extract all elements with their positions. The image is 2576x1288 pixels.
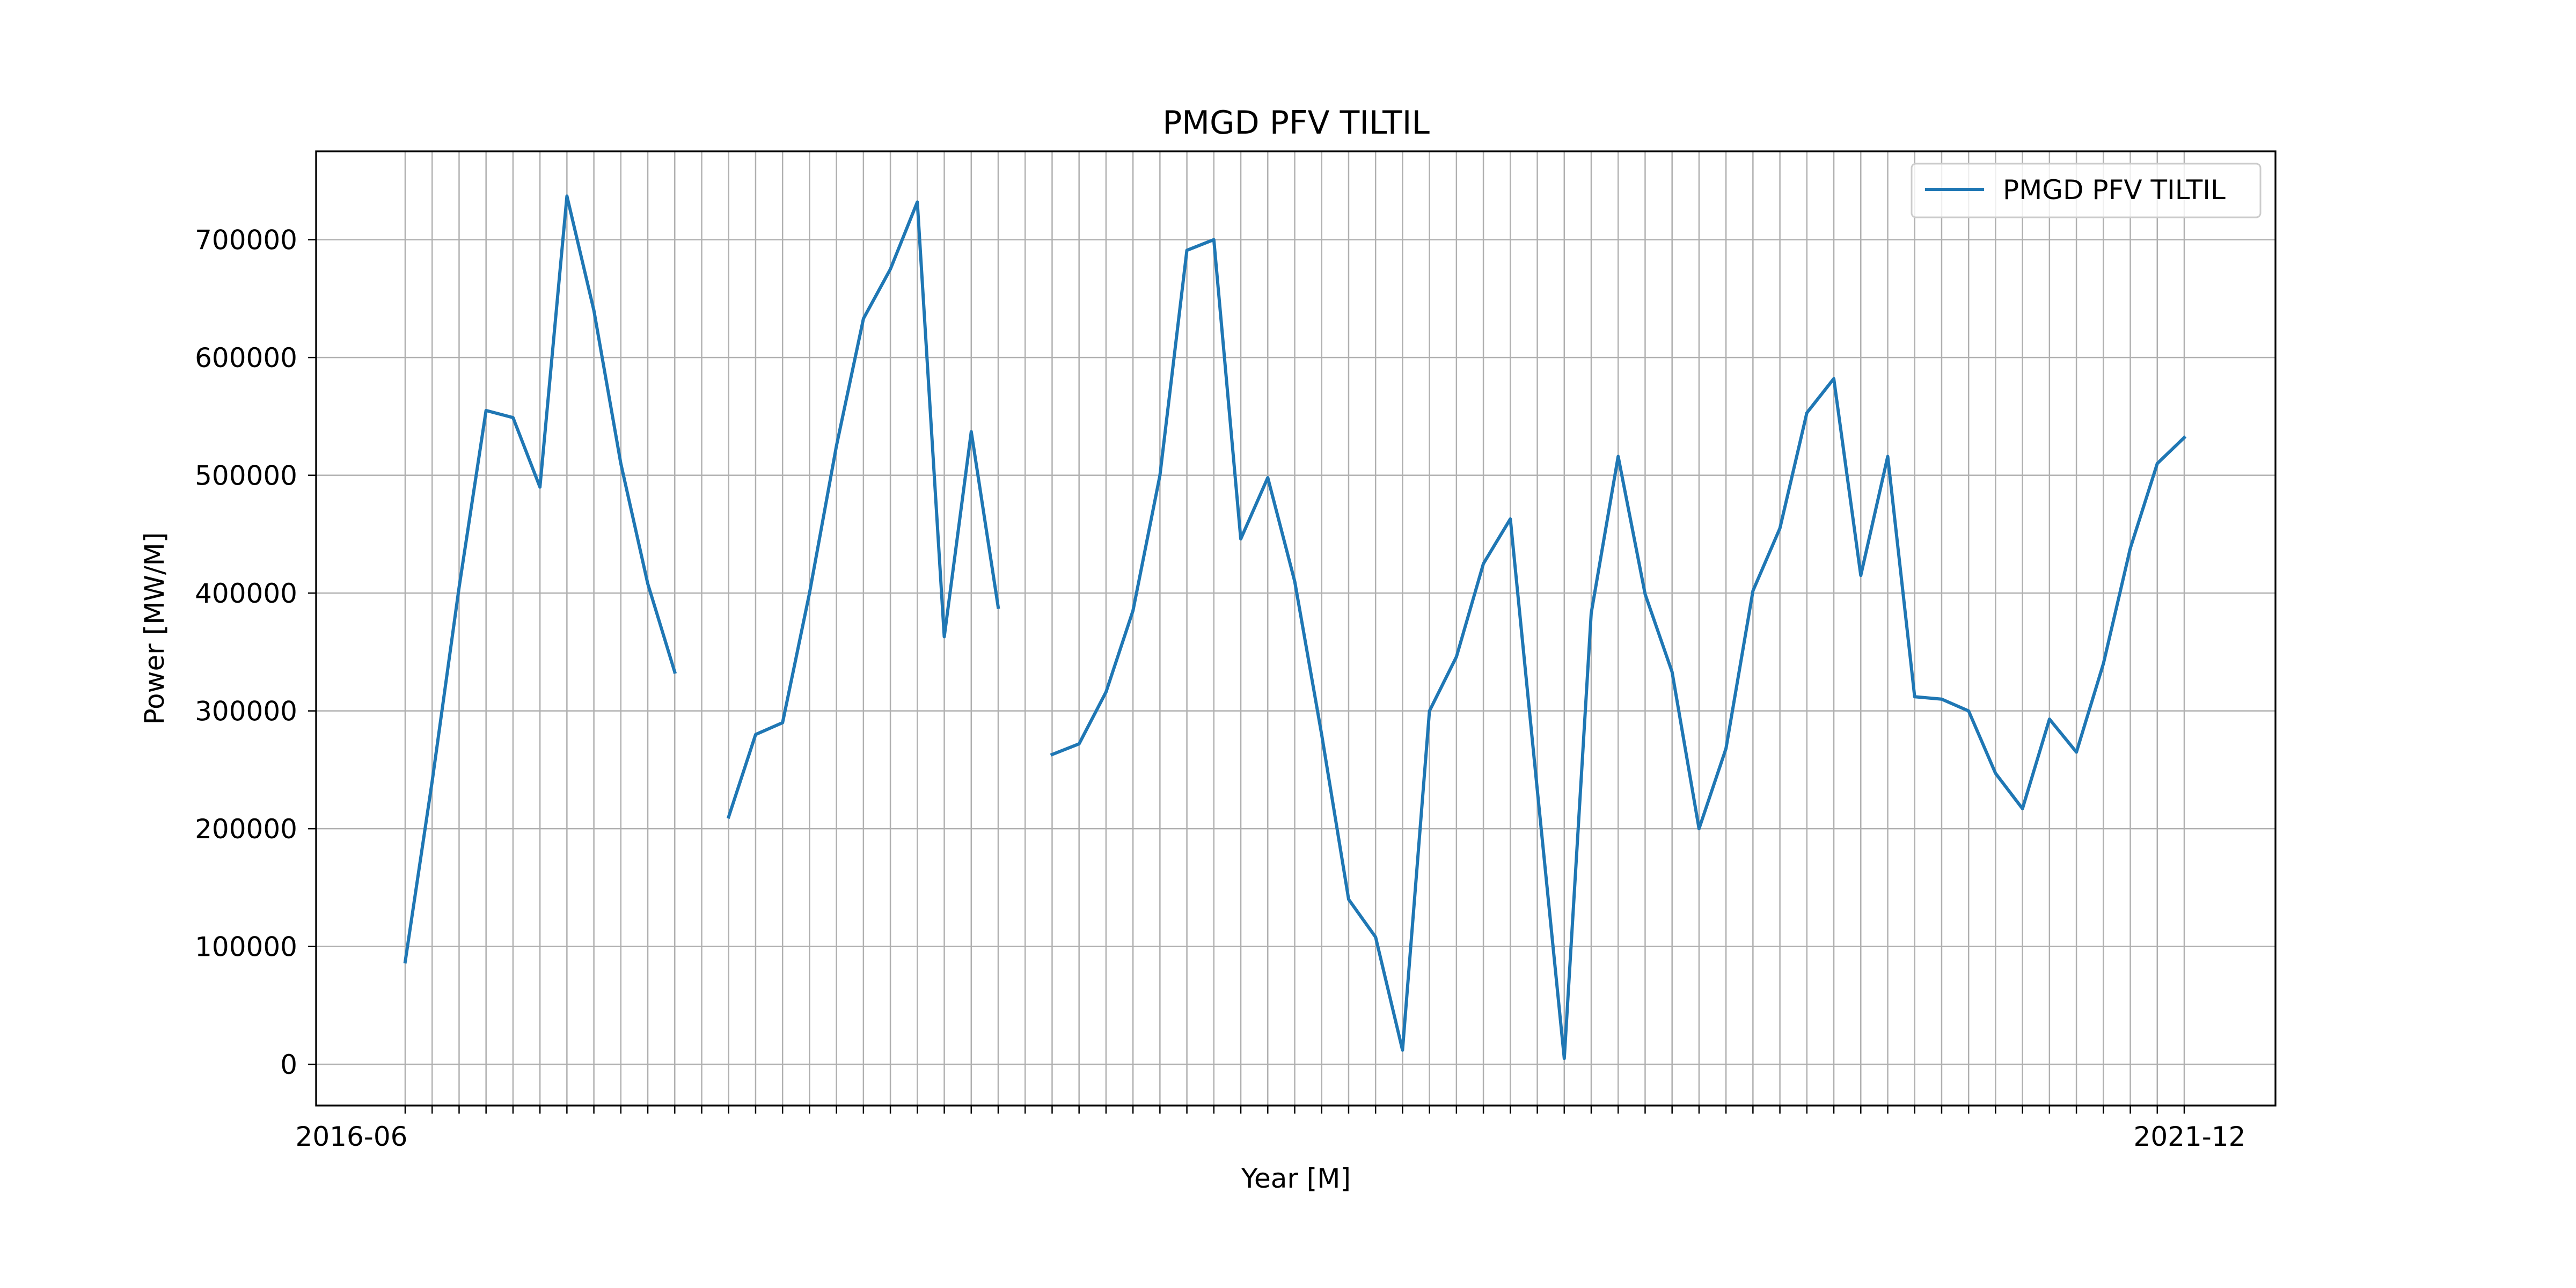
x-axis-label: Year [M] (1241, 1163, 1351, 1194)
y-tick-label: 600000 (195, 342, 297, 374)
legend: PMGD PFV TILTIL (1911, 163, 2262, 218)
series-layer (403, 194, 2187, 1060)
y-tick-label: 100000 (195, 932, 297, 963)
y-tick-label: 0 (280, 1049, 297, 1080)
legend-label-pmgd-pfv-tiltil: PMGD PFV TILTIL (2003, 174, 2226, 206)
x-tick-label-first: 2016-06 (296, 1121, 408, 1152)
chart-title: PMGD PFV TILTIL (1162, 104, 1430, 142)
x-axis-ticks: 2016-06 2021-12 (296, 1106, 2246, 1152)
x-tick-label-last: 2021-12 (2134, 1121, 2246, 1152)
y-tick-label: 700000 (195, 225, 297, 256)
legend-box (1911, 163, 2262, 218)
series-line-segment (726, 200, 1000, 819)
y-tick-label: 300000 (195, 696, 297, 727)
y-axis-label: Power [MW/M] (139, 532, 170, 725)
series-line-segment (1050, 238, 2187, 1060)
y-tick-label: 200000 (195, 814, 297, 845)
y-axis-ticks: 0 100000 200000 300000 400000 500000 600000 700… (195, 225, 316, 1080)
grid-lines (316, 151, 2275, 1106)
y-tick-label: 500000 (195, 460, 297, 492)
y-tick-label: 400000 (195, 578, 297, 609)
series-line-segment (403, 194, 677, 964)
plot-area-frame (315, 150, 2277, 1107)
